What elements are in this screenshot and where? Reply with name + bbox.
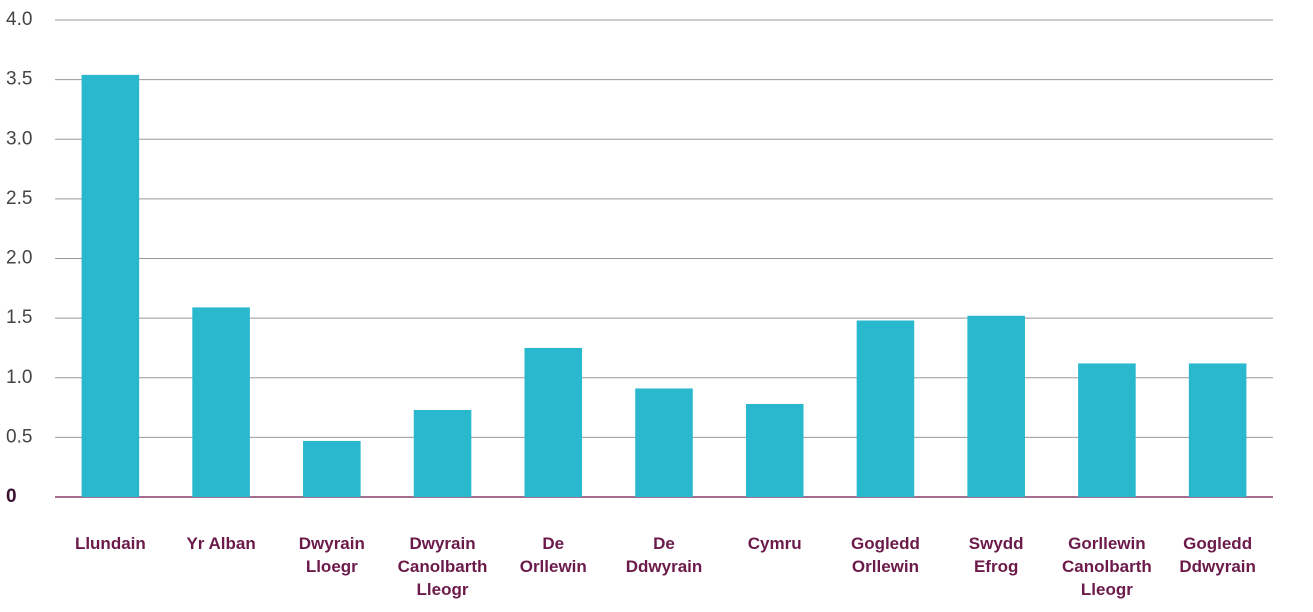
bar [1078,363,1136,497]
y-tick-label: 1.5 [6,307,32,328]
x-tick-label: Gorllewin Canolbarth Lleogr [1062,534,1152,599]
bar [745,403,804,497]
y-tick-label: 4.0 [6,9,32,30]
x-tick-label: Dwyrain Lloegr [298,534,365,576]
bar [967,315,1025,497]
x-tick-label: Dwyrain Canolbarth Lleogr [397,534,488,599]
x-tick-label: Llundain [74,534,146,553]
bar [192,307,250,497]
y-tick-label: 2.0 [6,248,32,269]
bar [524,347,583,497]
y-tick-label: 2.5 [6,188,32,209]
x-tick-label: De Orllewin [519,534,587,576]
y-tick-label: 3.0 [6,128,32,149]
y-tick-label: 3.5 [6,69,32,90]
x-tick-label: Cymru [747,534,802,553]
x-tick-label: Gogledd Ddwyrain [1179,534,1256,576]
y-tick-label: 0 [6,486,17,507]
y-tick-label: 0.5 [6,426,32,447]
bar [635,388,693,497]
x-tick-label: De Ddwyrain [625,534,703,576]
bar [1188,363,1247,497]
bar [81,74,140,497]
x-tick-label: Swydd Efrog [968,534,1024,576]
x-tick-label: Gogledd Orllewin [850,534,920,576]
x-tick-label: Yr Alban [186,534,256,553]
bar [856,320,915,497]
y-tick-label: 1.0 [6,367,32,388]
bar [303,440,361,497]
bar [413,409,472,497]
